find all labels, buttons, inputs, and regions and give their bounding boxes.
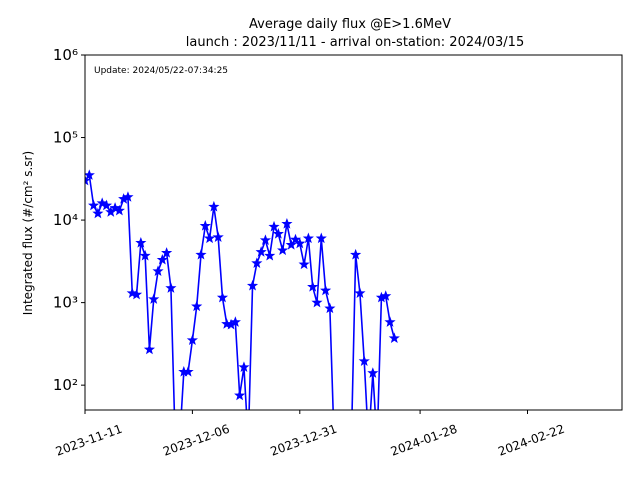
data-point: [358, 355, 370, 366]
data-point: [388, 332, 400, 343]
y-tick-label: 10²: [53, 376, 78, 394]
data-point: [255, 246, 267, 257]
data-point: [85, 174, 91, 186]
y-tick-label: 10⁶: [53, 46, 78, 64]
data-point: [243, 438, 253, 447]
data-point: [186, 334, 198, 345]
data-point: [324, 302, 336, 314]
data-point: [212, 231, 224, 242]
data-point: [384, 316, 396, 327]
data-point: [315, 232, 327, 244]
data-point: [191, 300, 203, 312]
y-tick-label: 10⁵: [53, 129, 78, 147]
data-point: [88, 199, 100, 211]
data-point: [238, 361, 250, 372]
axes-frame: [84, 54, 623, 411]
data-point: [372, 438, 382, 447]
data-point: [285, 239, 297, 250]
data-point: [139, 249, 151, 261]
data-point: [216, 291, 229, 303]
data-point: [259, 234, 272, 245]
data-point: [294, 237, 306, 249]
chart-subtitle: launch : 2023/11/11 - arrival on-station…: [186, 35, 524, 50]
data-point: [311, 296, 323, 308]
data-point: [268, 220, 280, 232]
data-point: [251, 257, 263, 268]
data-point: [156, 253, 168, 265]
data-point: [307, 281, 319, 292]
chart-title: Average daily flux @E>1.6MeV: [249, 17, 451, 32]
data-point: [161, 247, 173, 258]
data-point: [298, 258, 310, 270]
data-point: [152, 265, 164, 276]
data-line: [351, 254, 396, 410]
data-point: [135, 236, 147, 248]
data-point: [329, 438, 339, 447]
x-tick-label: 2023-12-31: [268, 422, 338, 459]
data-point: [380, 290, 392, 301]
x-tick-label: 2024-01-28: [389, 422, 459, 459]
data-point: [350, 248, 362, 260]
data-point: [272, 228, 284, 239]
data-point: [354, 287, 366, 298]
data-point: [122, 191, 134, 202]
data-point: [264, 249, 276, 261]
data-point: [302, 232, 314, 244]
data-point: [234, 389, 246, 401]
y-axis-label: Integrated flux (#/cm² s.sr): [21, 151, 35, 315]
annotation: Update: 2024/05/22-07:34:25: [94, 66, 228, 76]
data-point: [204, 232, 216, 244]
data-point: [367, 367, 379, 378]
data-point: [92, 207, 104, 219]
data-point: [109, 202, 121, 213]
data-point: [148, 293, 160, 304]
x-tick-label: 2023-12-06: [161, 422, 231, 459]
plot-area: [85, 169, 400, 447]
data-point: [347, 438, 357, 447]
data-point: [364, 438, 374, 447]
data-point: [277, 244, 289, 256]
data-point: [130, 288, 143, 300]
data-line: [85, 173, 334, 410]
data-point: [195, 248, 207, 260]
data-point: [281, 217, 293, 229]
data-point: [165, 282, 177, 293]
data-point: [85, 169, 95, 180]
data-point: [199, 220, 211, 231]
x-tick-label: 2024-02-22: [496, 422, 566, 459]
data-point: [246, 279, 259, 291]
data-point: [143, 343, 156, 355]
y-tick-label: 10⁴: [53, 211, 78, 229]
data-point: [113, 204, 125, 216]
data-point: [182, 365, 194, 377]
data-point: [229, 316, 241, 327]
data-point: [100, 199, 113, 211]
y-tick-label: 10³: [53, 294, 78, 312]
data-point: [320, 284, 332, 296]
x-tick-label: 2023-11-11: [54, 422, 124, 459]
data-point: [208, 200, 220, 212]
